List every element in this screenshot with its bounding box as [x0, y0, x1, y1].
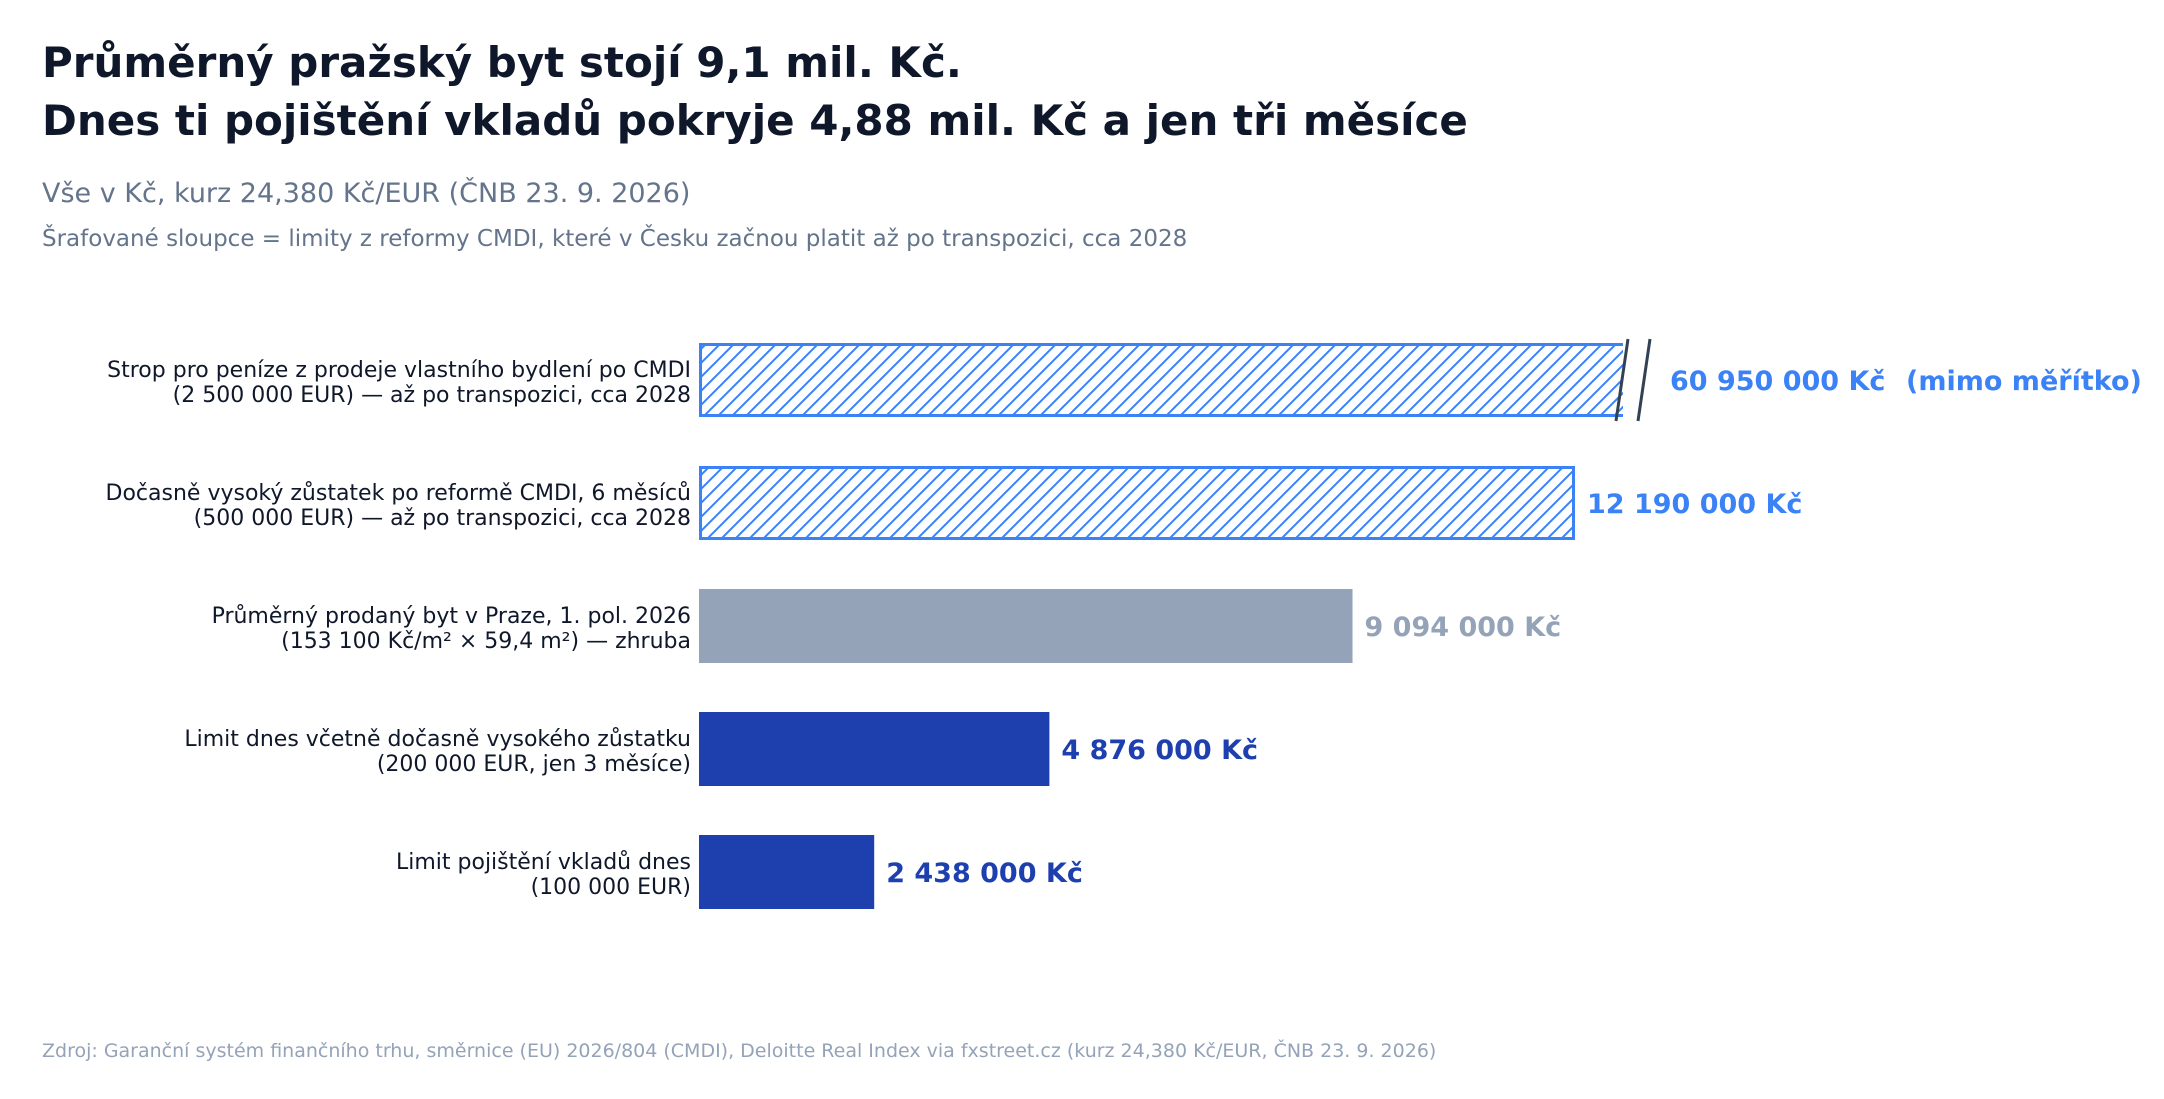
category-label-5: Limit pojištění vkladů dnes (100 000 EUR): [396, 850, 691, 900]
category-label-1: Strop pro peníze z prodeje vlastního byd…: [107, 358, 691, 408]
bar-3: [699, 589, 1353, 663]
category-label-3: Průměrný prodaný byt v Praze, 1. pol. 20…: [212, 604, 691, 654]
chart-title-line-1: Průměrný pražský byt stojí 9,1 mil. Kč.: [42, 38, 962, 87]
bar-4: [699, 712, 1050, 786]
value-label-5: 2 438 000 Kč: [886, 858, 1083, 889]
category-label-2: Dočasně vysoký zůstatek po reformě CMDI,…: [106, 481, 691, 531]
bar-2: [699, 466, 1575, 540]
axis-break-mark-2: [1636, 338, 1652, 422]
hatch-legend-note: Šrafované sloupce = limity z reformy CMD…: [42, 226, 1188, 252]
value-label-3: 9 094 000 Kč: [1365, 612, 1562, 643]
value-label-1: 60 950 000 Kč: [1670, 366, 1885, 397]
axis-break-mark-1: [1614, 338, 1630, 422]
value-label-4: 4 876 000 Kč: [1061, 735, 1258, 766]
chart-subtitle: Vše v Kč, kurz 24,380 Kč/EUR (ČNB 23. 9.…: [42, 178, 691, 209]
axis-break-gap: [1623, 337, 1639, 423]
value-label-2: 12 190 000 Kč: [1587, 489, 1802, 520]
category-label-4: Limit dnes včetně dočasně vysokého zůsta…: [184, 727, 691, 777]
bar-5: [699, 835, 875, 909]
source-note: Zdroj: Garanční systém finančního trhu, …: [42, 1040, 1437, 1062]
bars-layer: Strop pro peníze z prodeje vlastního byd…: [106, 337, 2142, 909]
off-scale-note: (mimo měřítko): [1906, 366, 2142, 397]
chart-title-line-2: Dnes ti pojištění vkladů pokryje 4,88 mi…: [42, 96, 1468, 145]
bar-1: [699, 343, 1638, 417]
